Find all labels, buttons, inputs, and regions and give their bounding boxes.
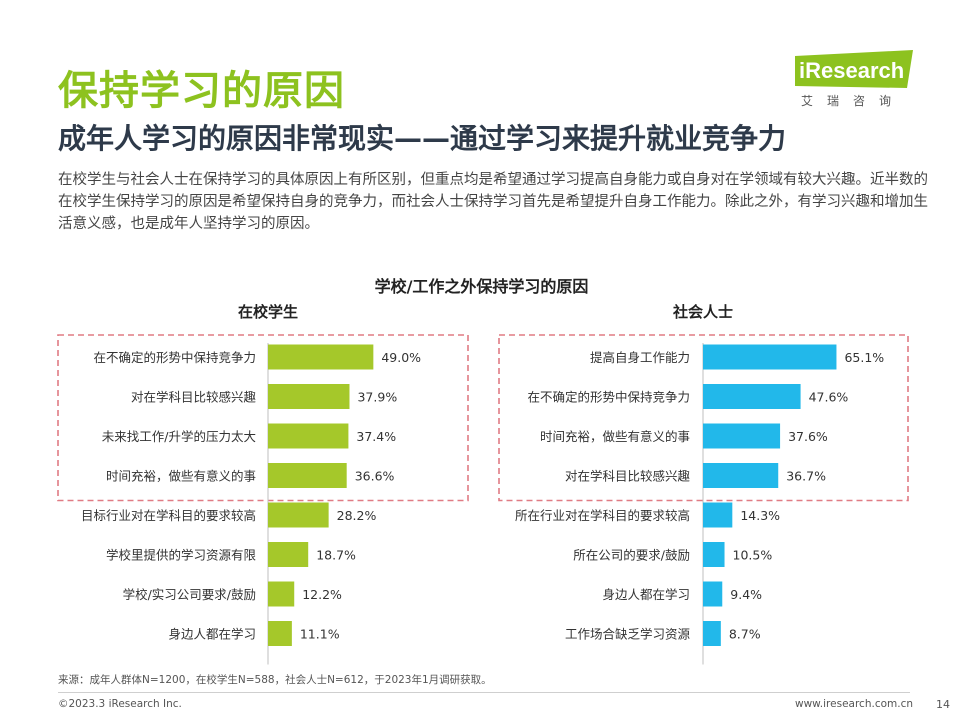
category-label: 对在学科目比较感兴趣 — [131, 390, 257, 405]
page-number: 14 — [936, 698, 950, 711]
category-label: 对在学科目比较感兴趣 — [565, 469, 691, 484]
category-label: 目标行业对在学科目的要求较高 — [81, 508, 256, 523]
data-label: 8.7% — [729, 627, 761, 642]
category-label: 在不确定的形势中保持竞争力 — [93, 350, 256, 365]
category-label: 未来找工作/升学的压力太大 — [102, 429, 256, 444]
bar — [703, 581, 723, 607]
data-label: 47.6% — [809, 390, 849, 405]
data-label: 18.7% — [316, 548, 356, 563]
bar — [703, 502, 733, 528]
data-label: 14.3% — [740, 508, 780, 523]
copyright: ©2023.3 iResearch Inc. — [58, 698, 182, 710]
highlight-box-2 — [498, 334, 909, 502]
data-label: 49.0% — [381, 350, 421, 365]
logo-chinese-name: 艾瑞咨询 — [801, 94, 906, 108]
panel-header-1: 在校学生 — [238, 303, 298, 321]
bar — [703, 384, 801, 409]
category-label: 时间充裕，做些有意义的事 — [106, 469, 256, 484]
bar — [268, 502, 329, 528]
data-label: 36.7% — [786, 469, 826, 484]
category-label: 学校里提供的学习资源有限 — [106, 548, 257, 563]
category-label: 提高自身工作能力 — [590, 350, 690, 365]
category-label: 身边人都在学习 — [602, 587, 690, 602]
logo-banner-shape — [795, 50, 913, 88]
bar — [268, 542, 309, 567]
data-label: 10.5% — [733, 548, 773, 563]
category-label: 工作场合缺乏学习资源 — [565, 627, 691, 642]
bar — [703, 344, 837, 370]
source-note: 来源：成年人群体N=1200，在校学生N=588，社会人士N=612，于2023… — [58, 674, 492, 686]
bar — [703, 542, 725, 567]
category-label: 身边人都在学习 — [168, 627, 256, 642]
bar — [268, 423, 349, 449]
panel-header-2: 社会人士 — [672, 303, 733, 321]
highlight-box-1 — [57, 334, 469, 502]
data-label: 37.9% — [357, 390, 397, 405]
bar — [268, 463, 347, 488]
category-label: 所在行业对在学科目的要求较高 — [515, 508, 690, 523]
category-label: 时间充裕，做些有意义的事 — [540, 429, 690, 444]
data-label: 36.6% — [355, 469, 395, 484]
bar — [703, 621, 721, 646]
bar — [268, 581, 295, 607]
category-label: 所在公司的要求/鼓励 — [573, 548, 690, 563]
bar — [268, 621, 292, 646]
data-label: 37.6% — [788, 429, 828, 444]
page-title: 保持学习的原因 — [58, 68, 345, 114]
bar — [703, 423, 781, 449]
category-label: 在不确定的形势中保持竞争力 — [527, 390, 690, 405]
data-label: 28.2% — [337, 508, 377, 523]
data-label: 9.4% — [730, 587, 762, 602]
page-subtitle: 成年人学习的原因非常现实——通过学习来提升就业竞争力 — [58, 122, 787, 155]
chart-title: 学校/工作之外保持学习的原因 — [374, 277, 589, 296]
website-url: www.iresearch.com.cn — [795, 698, 914, 710]
bar — [268, 344, 374, 370]
footer-divider — [58, 692, 910, 693]
data-label: 37.4% — [356, 429, 396, 444]
bar — [268, 384, 350, 409]
data-label: 11.1% — [300, 627, 340, 642]
iresearch-logo: iResearch 艾瑞咨询 — [795, 50, 920, 112]
logo-wordmark: iResearch — [799, 58, 905, 83]
intro-paragraph: 在校学生与社会人士在保持学习的具体原因上有所区别，但重点均是希望通过学习提高自身… — [58, 172, 928, 232]
data-label: 65.1% — [844, 350, 884, 365]
data-label: 12.2% — [302, 587, 342, 602]
category-label: 学校/实习公司要求/鼓励 — [123, 587, 256, 602]
bar — [703, 463, 779, 488]
